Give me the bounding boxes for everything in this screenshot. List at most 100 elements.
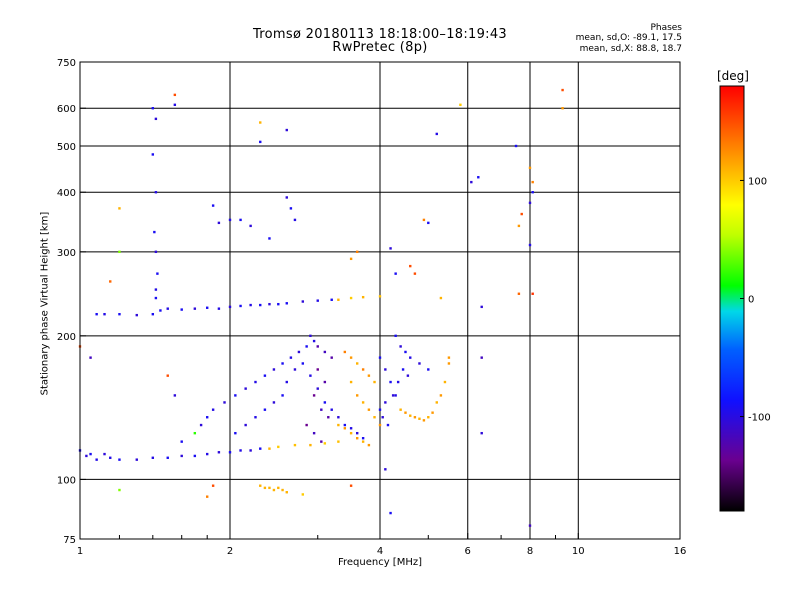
- data-point: [337, 423, 340, 427]
- data-point: [305, 423, 308, 427]
- colorbar-tick-label: 0: [748, 295, 754, 306]
- y-tick-label: 100: [57, 475, 76, 486]
- data-point: [349, 296, 353, 300]
- colorbar-ticks: 100 0 -100: [740, 176, 771, 424]
- data-point: [422, 419, 426, 422]
- phases-x-stats: mean, sd,X: 88.8, 18.7: [579, 44, 682, 54]
- data-point: [355, 437, 359, 440]
- data-point: [95, 312, 98, 316]
- data-point: [323, 350, 327, 354]
- data-point: [166, 456, 169, 459]
- data-point: [254, 416, 257, 419]
- data-point: [531, 180, 534, 184]
- data-point: [268, 486, 271, 490]
- data-point: [309, 374, 312, 377]
- data-point: [389, 511, 392, 515]
- data-point: [109, 280, 112, 283]
- data-point: [249, 303, 252, 307]
- data-point: [293, 368, 297, 371]
- x-tick-label: 10: [572, 546, 585, 557]
- data-point: [180, 308, 183, 311]
- data-point: [234, 431, 237, 435]
- data-point: [373, 416, 376, 419]
- data-point: [153, 230, 156, 234]
- data-points: [78, 88, 564, 527]
- data-point: [154, 296, 158, 300]
- data-point: [367, 408, 371, 411]
- data-point: [154, 117, 158, 121]
- data-point: [259, 484, 262, 487]
- data-point: [355, 394, 359, 397]
- data-point: [193, 454, 197, 458]
- data-point: [349, 431, 353, 435]
- data-point: [389, 247, 392, 250]
- data-point: [316, 387, 319, 390]
- data-point: [193, 431, 197, 435]
- data-point: [263, 374, 267, 377]
- data-point: [327, 416, 330, 419]
- data-point: [528, 166, 532, 170]
- data-point: [316, 299, 319, 302]
- data-point: [301, 362, 305, 365]
- chart-subtitle: RwPretec (8p): [332, 40, 428, 55]
- data-point: [531, 191, 534, 194]
- data-point: [404, 350, 407, 354]
- data-point: [404, 411, 407, 414]
- axis-ticks: 1 2 4 6 8 10 16 75 100 200 300 400 500 600 750: [57, 58, 686, 557]
- data-point: [373, 380, 376, 384]
- data-point: [180, 440, 183, 443]
- data-point: [103, 312, 106, 316]
- data-point: [361, 440, 365, 443]
- data-point: [89, 356, 92, 359]
- data-point: [447, 362, 451, 365]
- data-point: [528, 201, 532, 205]
- colorbar-tick-label: 100: [748, 176, 767, 187]
- colorbar: [719, 85, 745, 512]
- data-point: [378, 295, 382, 298]
- data-point: [528, 524, 532, 527]
- data-point: [301, 493, 305, 496]
- data-point: [355, 362, 359, 365]
- data-point: [159, 309, 162, 312]
- data-point: [254, 380, 257, 384]
- data-point: [384, 468, 387, 471]
- data-point: [228, 305, 232, 309]
- y-tick-label: 75: [63, 535, 76, 546]
- data-point: [435, 401, 438, 404]
- data-point: [447, 356, 451, 359]
- data-point: [277, 486, 280, 490]
- data-point: [205, 416, 209, 419]
- data-point: [343, 350, 347, 354]
- data-point: [355, 431, 359, 435]
- data-point: [228, 451, 232, 454]
- data-point: [135, 458, 138, 461]
- data-point: [316, 345, 319, 348]
- data-point: [409, 356, 412, 359]
- data-point: [234, 394, 237, 397]
- y-tick-label: 600: [57, 104, 76, 115]
- data-point: [263, 408, 267, 411]
- data-point: [409, 414, 412, 417]
- data-point: [399, 408, 402, 411]
- data-point: [517, 224, 521, 228]
- data-point: [277, 302, 280, 306]
- data-point: [378, 423, 382, 427]
- data-point: [361, 368, 365, 371]
- data-point: [349, 257, 353, 261]
- data-point: [118, 312, 121, 316]
- data-point: [281, 488, 284, 492]
- data-point: [156, 272, 159, 275]
- data-point: [277, 445, 280, 449]
- data-point: [470, 180, 473, 184]
- data-point: [211, 408, 215, 411]
- data-point: [343, 427, 347, 430]
- data-point: [320, 440, 323, 443]
- data-point: [361, 295, 365, 299]
- chart-title: Tromsø 20180113 18:18:00–18:19:43: [252, 27, 508, 42]
- data-point: [285, 128, 288, 132]
- data-point: [427, 416, 430, 419]
- data-point: [337, 440, 340, 443]
- data-point: [285, 196, 288, 199]
- data-point: [349, 356, 353, 359]
